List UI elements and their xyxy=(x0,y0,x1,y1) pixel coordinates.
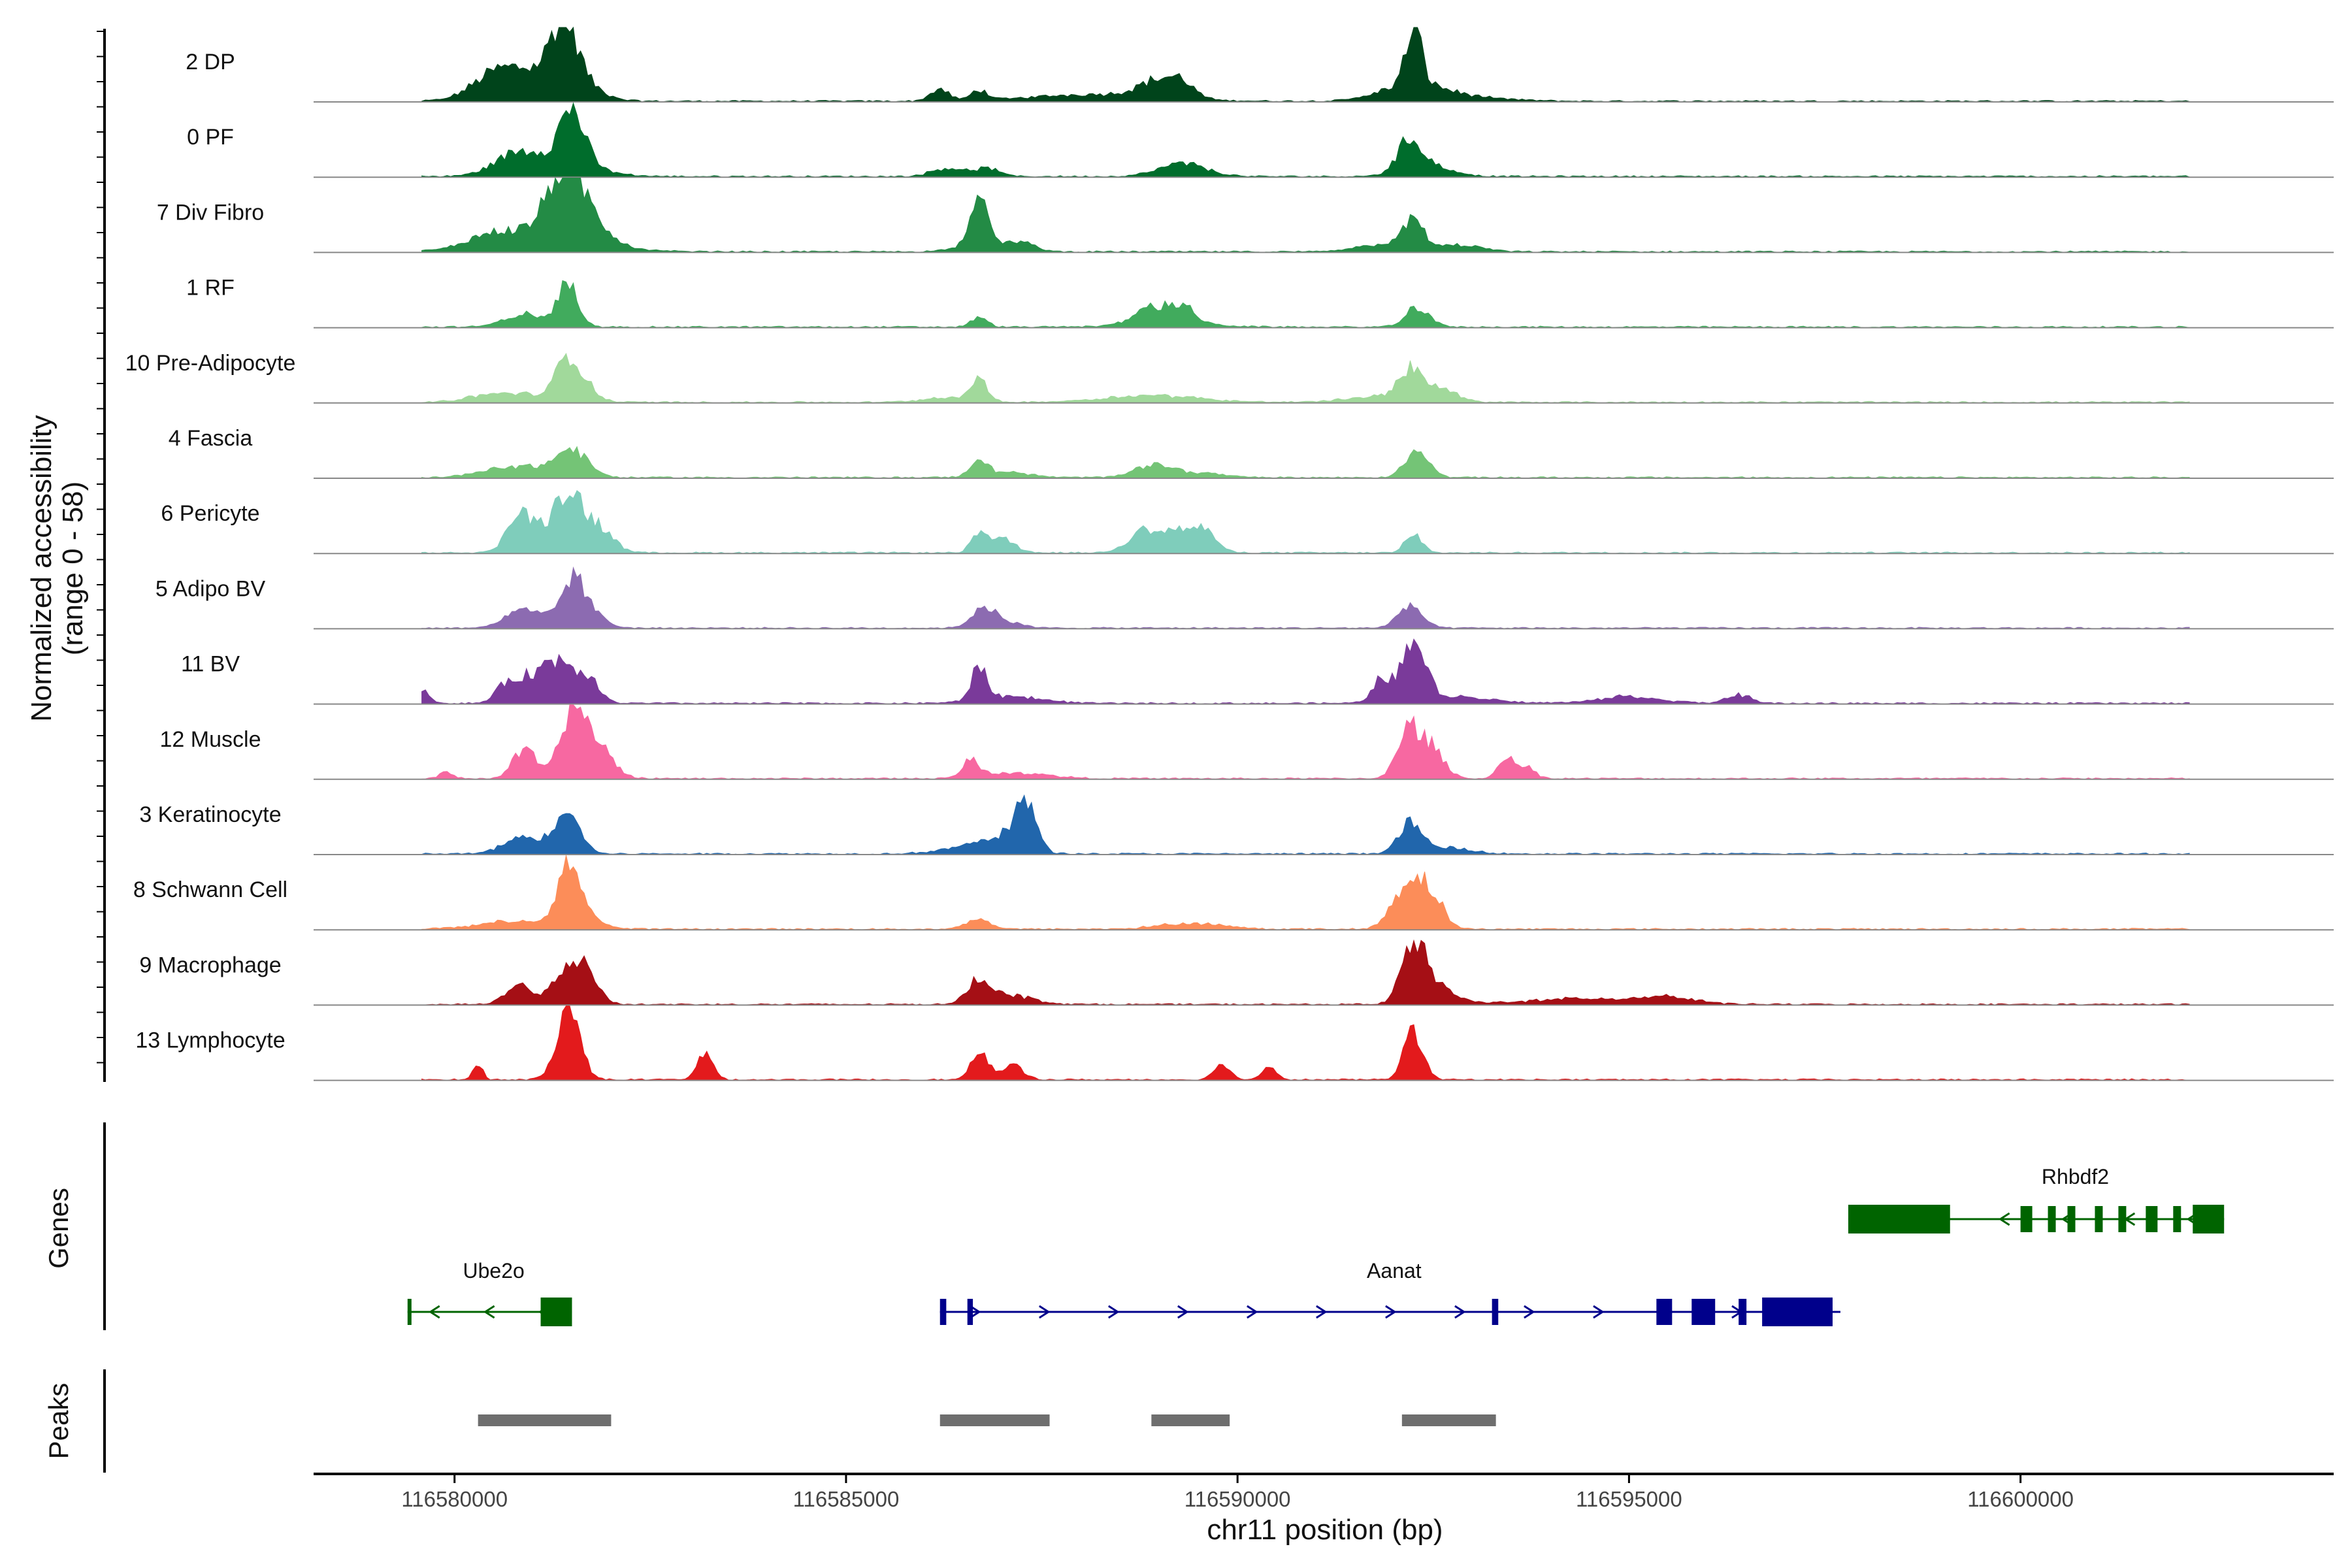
gene-exon xyxy=(2118,1206,2127,1232)
strand-arrow xyxy=(1998,1212,2010,1226)
track-10: 12 Muscle xyxy=(160,704,2334,780)
x-tick-label: 116585000 xyxy=(793,1487,900,1511)
strand-arrow xyxy=(969,1305,981,1319)
track-area xyxy=(421,566,2190,629)
track-area xyxy=(421,280,2190,329)
track-label: 1 RF xyxy=(186,276,235,301)
track-label: 8 Schwann Cell xyxy=(133,877,287,902)
track-area xyxy=(421,177,2190,253)
gene-exon xyxy=(1656,1299,1673,1325)
coverage-tracks: 2 DP 0 PF 7 Div Fibro 1 RF 10 Pre-Adipocyte 4… xyxy=(125,26,2334,1081)
strand-arrow xyxy=(1247,1305,1258,1319)
peak-region xyxy=(478,1414,612,1426)
strand-arrow xyxy=(1454,1305,1466,1319)
track-11: 3 Keratinocyte xyxy=(139,794,2334,855)
peaks-panel-label: Peaks xyxy=(43,1383,74,1460)
track-14: 13 Lymphocyte xyxy=(135,1005,2334,1081)
track-label: 13 Lymphocyte xyxy=(135,1028,285,1053)
gene-exon xyxy=(407,1299,412,1325)
gene-exon xyxy=(1739,1299,1747,1325)
gene-label: Ube2o xyxy=(463,1259,524,1282)
track-5: 10 Pre-Adipocyte xyxy=(125,351,2334,404)
track-1: 2 DP xyxy=(186,26,2334,103)
genes-panel: Ube2o Aanat Rhbdf2 xyxy=(407,1165,2225,1326)
track-area xyxy=(421,794,2190,855)
track-area xyxy=(421,446,2190,479)
gene-exon xyxy=(967,1299,973,1325)
x-axis: 116580000 116585000 116590000 116595000 1166… xyxy=(314,1473,2334,1511)
strand-arrow xyxy=(1593,1305,1605,1319)
strand-arrow xyxy=(1385,1305,1397,1319)
strand-arrow xyxy=(483,1305,495,1319)
gene-exon xyxy=(939,1299,947,1325)
strand-arrow xyxy=(1038,1305,1051,1319)
strand-arrow xyxy=(1524,1305,1535,1319)
track-7: 6 Pericyte xyxy=(161,490,2334,555)
track-12: 8 Schwann Cell xyxy=(133,855,2334,931)
track-area xyxy=(421,490,2190,554)
track-area xyxy=(421,353,2190,404)
gene-exon xyxy=(2067,1206,2076,1232)
coverage-y-axis xyxy=(97,29,106,1082)
track-label: 10 Pre-Adipocyte xyxy=(125,351,296,376)
gene-exon xyxy=(1691,1299,1716,1325)
track-area xyxy=(421,1005,2190,1081)
gene-exon xyxy=(1492,1299,1499,1325)
peak-region xyxy=(1401,1414,1496,1426)
track-area xyxy=(421,26,2190,103)
gene-ube2o: Ube2o xyxy=(407,1259,572,1326)
track-4: 1 RF xyxy=(186,276,2334,329)
track-9: 11 BV xyxy=(181,638,2334,705)
strand-arrow xyxy=(1316,1305,1328,1319)
track-13: 9 Macrophage xyxy=(139,939,2334,1006)
gene-exon xyxy=(2146,1206,2158,1232)
track-label: 3 Keratinocyte xyxy=(139,802,281,827)
track-area xyxy=(421,638,2190,705)
gene-exon xyxy=(2048,1206,2056,1232)
gene-rhbdf2: Rhbdf2 xyxy=(1848,1165,2225,1233)
gene-exon xyxy=(2095,1206,2103,1232)
track-label: 6 Pericyte xyxy=(161,501,259,526)
track-area xyxy=(421,102,2190,178)
gene-label: Rhbdf2 xyxy=(2042,1165,2109,1188)
x-tick-label: 116580000 xyxy=(401,1487,508,1511)
track-label: 5 Adipo BV xyxy=(155,576,266,601)
peak-region xyxy=(939,1414,1050,1426)
x-axis-title: chr11 position (bp) xyxy=(1207,1514,1443,1546)
gene-exon xyxy=(1848,1205,1950,1233)
track-label: 9 Macrophage xyxy=(139,953,281,977)
y-axis-title-line1: Normalized accessibility xyxy=(25,415,57,721)
gene-aanat: Aanat xyxy=(939,1259,1840,1326)
track-area xyxy=(421,704,2190,780)
x-tick-label: 116595000 xyxy=(1576,1487,1682,1511)
track-label: 0 PF xyxy=(187,125,234,150)
track-8: 5 Adipo BV xyxy=(155,566,2334,630)
gene-exon xyxy=(1762,1298,1833,1326)
gene-label: Aanat xyxy=(1367,1259,1422,1282)
track-6: 4 Fascia xyxy=(169,426,2334,479)
peak-region xyxy=(1151,1414,1230,1426)
track-area xyxy=(421,855,2190,930)
track-2: 0 PF xyxy=(187,102,2334,178)
genes-panel-label: Genes xyxy=(43,1188,74,1269)
strand-arrow xyxy=(428,1305,440,1319)
gene-exon xyxy=(2193,1205,2225,1233)
track-3: 7 Div Fibro xyxy=(157,177,2334,253)
track-label: 2 DP xyxy=(186,50,235,74)
gene-exon xyxy=(2173,1206,2181,1232)
track-label: 12 Muscle xyxy=(160,727,261,752)
x-tick-label: 116590000 xyxy=(1184,1487,1291,1511)
x-tick-label: 116600000 xyxy=(1967,1487,2074,1511)
track-label: 7 Div Fibro xyxy=(157,200,264,225)
y-axis-title-line2: (range 0 - 58) xyxy=(57,482,89,656)
track-label: 11 BV xyxy=(181,652,240,677)
strand-arrow xyxy=(1177,1305,1189,1319)
gene-exon xyxy=(540,1298,572,1326)
gene-exon xyxy=(2020,1206,2033,1232)
track-area xyxy=(421,939,2190,1005)
peaks-panel xyxy=(478,1414,1496,1426)
strand-arrow xyxy=(1107,1305,1120,1319)
track-label: 4 Fascia xyxy=(169,426,253,451)
